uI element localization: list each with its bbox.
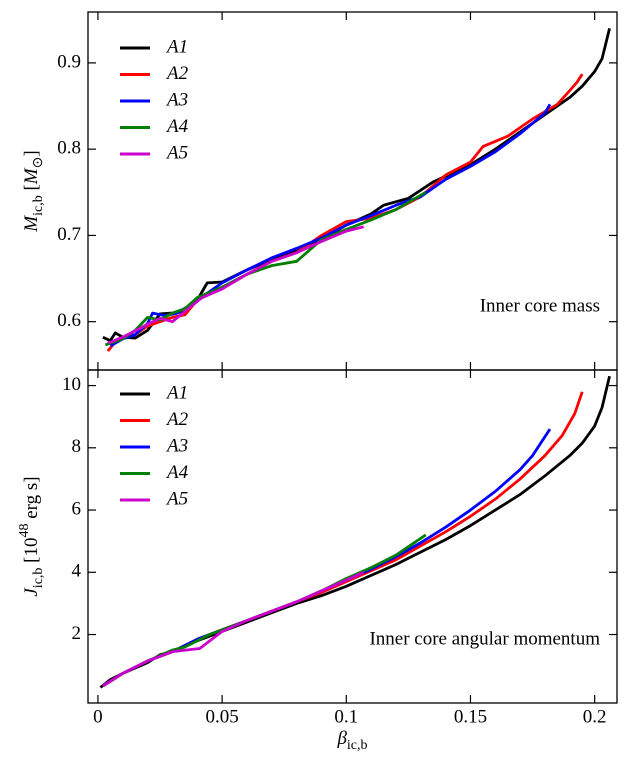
y-tick-label: 0.7 — [57, 224, 81, 245]
legend-label: A5 — [165, 488, 188, 509]
label-part: J — [21, 587, 42, 597]
legend-label: A2 — [165, 409, 189, 430]
label-part: [ — [21, 184, 42, 195]
series-line — [107, 225, 365, 345]
y-axis-label: Jic,b [1048 erg s] — [17, 476, 46, 596]
legend-label: A5 — [165, 142, 188, 163]
y-tick-label: 6 — [72, 498, 82, 519]
annotation: Inner core mass — [480, 295, 600, 316]
x-tick-label: 0.2 — [583, 706, 607, 727]
y-tick-label: 0.8 — [57, 138, 81, 159]
x-axis-label: βic,b — [336, 728, 367, 753]
legend-label: A3 — [165, 89, 188, 110]
y-tick-label: 8 — [72, 436, 82, 457]
series-line — [104, 191, 427, 347]
x-tick-label: 0.05 — [205, 706, 238, 727]
y-tick-label: 0.6 — [57, 310, 81, 331]
y-tick-label: 2 — [72, 623, 82, 644]
y-tick-label: 4 — [72, 561, 82, 582]
label-part: M — [21, 167, 42, 185]
label-part: M — [21, 215, 42, 233]
legend-label: A2 — [165, 63, 189, 84]
label-part: [10 — [21, 538, 42, 568]
x-tick-label: 0 — [93, 706, 103, 727]
label-part: ic,b — [31, 195, 46, 216]
label-part: ⊙ — [31, 157, 46, 169]
legend-label: A4 — [165, 462, 189, 483]
legend-label: A1 — [165, 36, 188, 57]
legend-label: A3 — [165, 435, 188, 456]
x-tick-label: 0.15 — [454, 706, 487, 727]
label-part: ] — [21, 150, 42, 156]
annotation: Inner core angular momentum — [369, 628, 600, 649]
series-line — [102, 571, 365, 688]
label-part: ic,b — [31, 568, 46, 589]
y-axis-label: Mic,b [M⊙] — [21, 150, 46, 232]
legend-label: A4 — [165, 116, 189, 137]
plot-frame — [87, 369, 618, 704]
y-tick-label: 10 — [62, 374, 81, 395]
x-tick-label: 0.1 — [334, 706, 358, 727]
legend-label: A1 — [165, 382, 188, 403]
series-line — [106, 73, 584, 352]
series-line — [102, 533, 427, 688]
series-line — [109, 103, 552, 348]
label-part: 48 — [17, 524, 32, 538]
label-part: erg s] — [21, 476, 42, 523]
label-part: ic,b — [347, 738, 368, 753]
label-part: β — [336, 728, 347, 749]
y-tick-label: 0.9 — [57, 51, 81, 72]
